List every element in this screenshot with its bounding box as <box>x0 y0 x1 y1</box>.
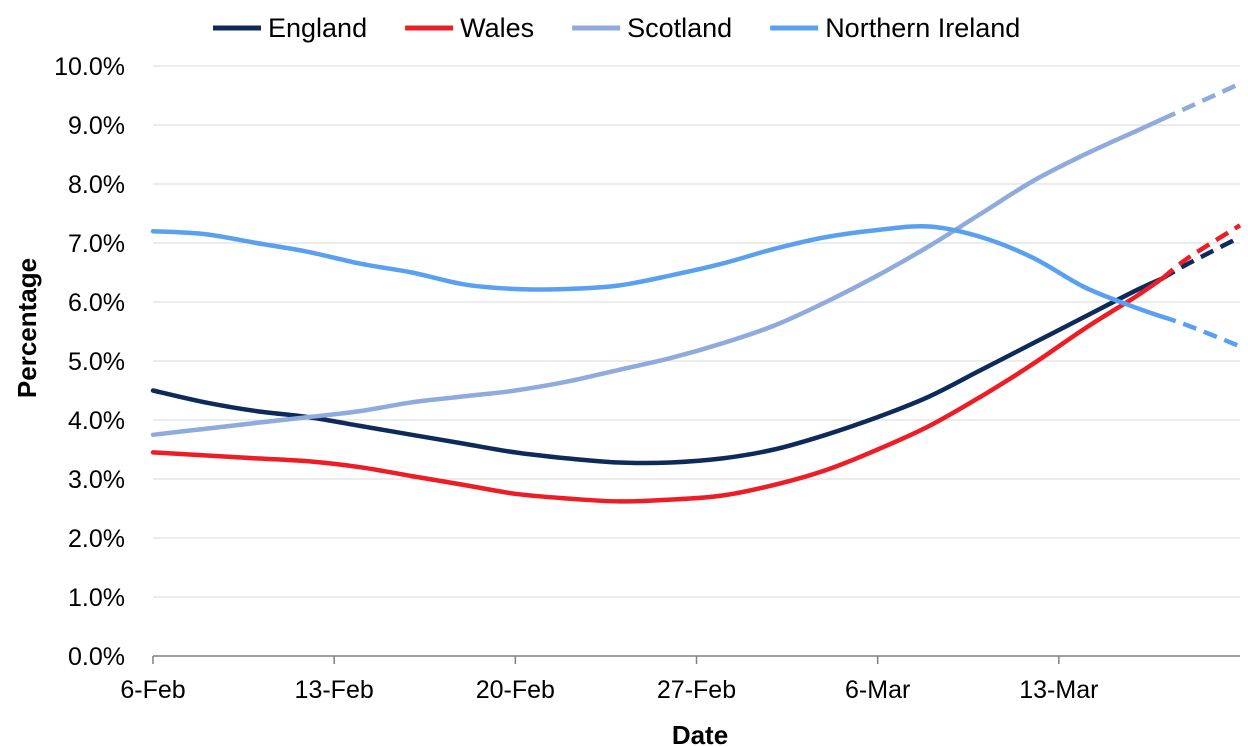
axes: 0.0% 1.0% 2.0% 3.0% 4.0% 5.0% 6.0% 7.0% 8.0% 9.0%… <box>54 53 1240 704</box>
series-line-scotland <box>150 116 1165 438</box>
x-tick-label: 13-Feb <box>295 676 374 704</box>
legend: England Wales Scotland Northern Ireland <box>213 13 1020 43</box>
y-tick-label: 6.0% <box>68 289 125 317</box>
y-tick-label: 9.0% <box>68 112 125 140</box>
series-lines <box>150 81 1242 504</box>
y-tick-label: 10.0% <box>54 53 125 81</box>
legend-label-wales: Wales <box>460 13 534 43</box>
y-tick-label: 5.0% <box>68 348 125 376</box>
y-tick-label: 3.0% <box>68 466 125 494</box>
series-line-northern-ireland <box>150 223 1165 320</box>
y-tick-label: 2.0% <box>68 525 125 553</box>
y-axis-title: Percentage <box>12 258 42 398</box>
y-tick-label: 7.0% <box>68 230 125 258</box>
legend-label-scotland: Scotland <box>627 13 732 43</box>
series-projection-wales <box>1160 223 1242 281</box>
x-tick-label: 6-Mar <box>845 676 910 704</box>
series-projection-scotland <box>1161 81 1241 122</box>
x-tick-label: 13-Mar <box>1019 676 1098 704</box>
x-axis-title: Date <box>672 720 728 747</box>
x-tick-label: 20-Feb <box>476 676 555 704</box>
legend-label-england: England <box>268 13 367 43</box>
x-tick-label: 27-Feb <box>657 676 736 704</box>
legend-item-england: England <box>213 13 367 43</box>
legend-label-northern-ireland: Northern Ireland <box>825 13 1020 43</box>
legend-item-scotland: Scotland <box>572 13 732 43</box>
y-tick-label: 0.0% <box>68 643 125 671</box>
y-tick-label: 8.0% <box>68 171 125 199</box>
legend-item-northern-ireland: Northern Ireland <box>770 13 1020 43</box>
series-projection-northern-ireland <box>1161 314 1241 349</box>
series-line-wales <box>150 276 1165 504</box>
x-tick-label: 6-Feb <box>120 676 185 704</box>
y-tick-label: 1.0% <box>68 584 125 612</box>
y-tick-label: 4.0% <box>68 407 125 435</box>
legend-item-wales: Wales <box>405 13 534 43</box>
series-line-england <box>150 276 1165 466</box>
